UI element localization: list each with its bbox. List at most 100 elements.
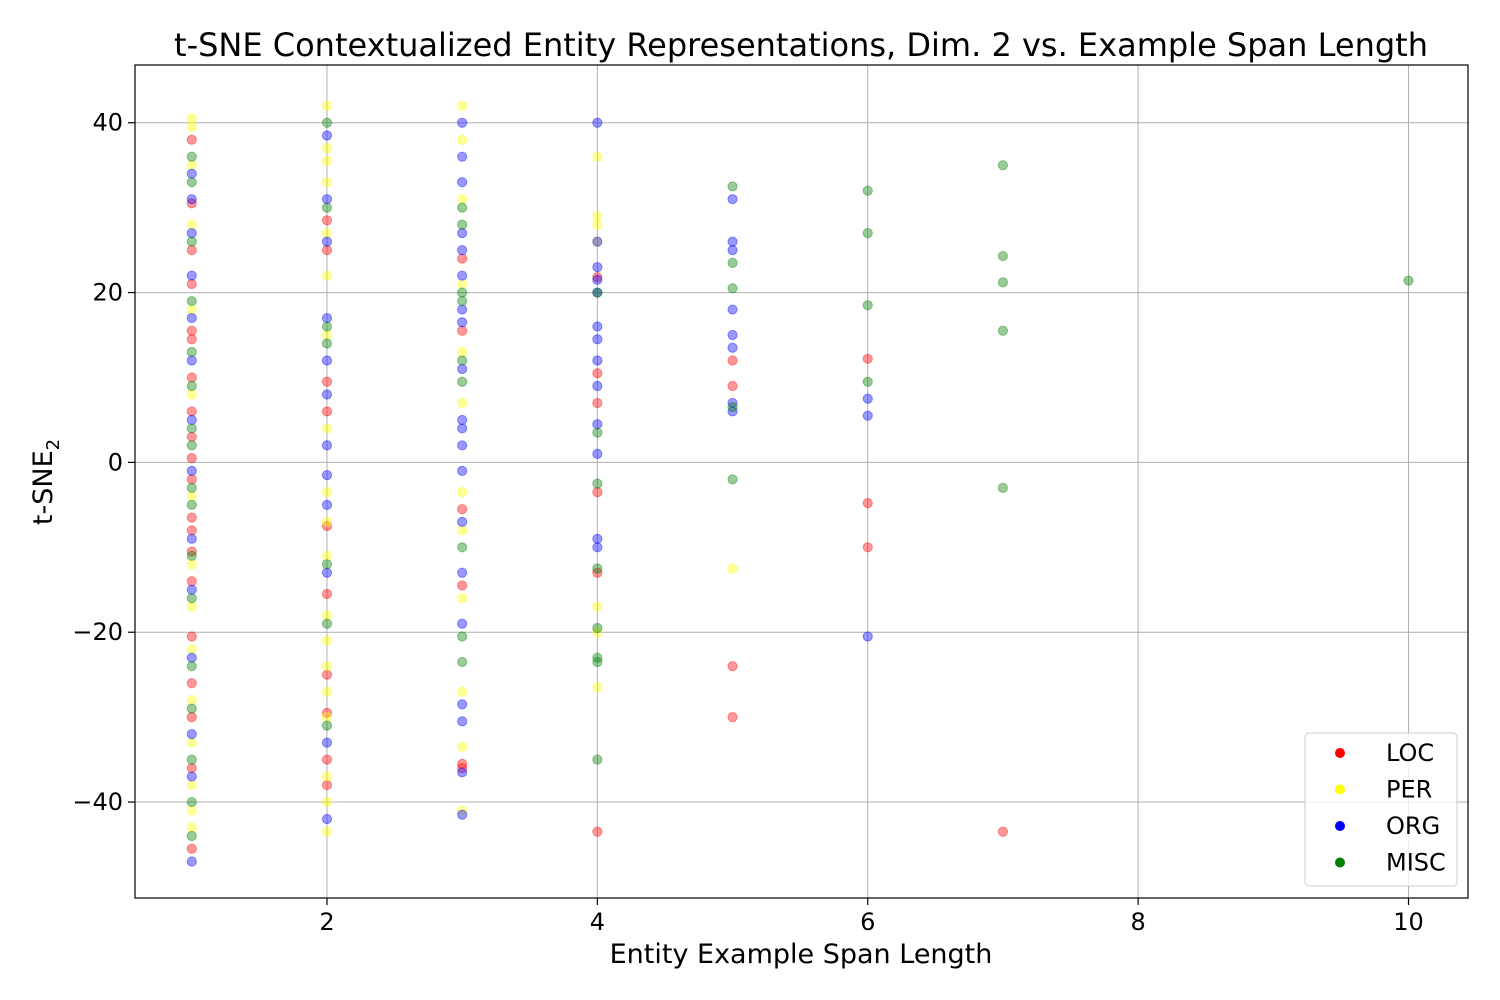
data-point-loc [457, 253, 468, 264]
data-point-loc [186, 245, 197, 256]
data-point-loc [186, 431, 197, 443]
data-point-org [457, 270, 468, 281]
data-point-misc [592, 652, 603, 663]
data-point-misc [997, 325, 1009, 336]
data-point-misc [186, 754, 197, 765]
data-point-per [321, 661, 333, 672]
data-point-per [321, 686, 333, 697]
data-point-misc [592, 656, 603, 668]
data-point-misc [592, 478, 603, 489]
data-point-loc [457, 325, 468, 336]
data-point-misc [457, 219, 468, 230]
data-point-per [457, 593, 468, 604]
data-point-org [862, 393, 873, 404]
data-point-loc [186, 546, 197, 557]
data-point-org [186, 729, 197, 740]
data-point-per [186, 121, 197, 133]
data-point-misc [321, 559, 333, 570]
data-point-per [186, 822, 197, 833]
data-point-org [592, 287, 603, 298]
data-point-per [321, 635, 333, 646]
data-point-org [186, 584, 197, 595]
data-point-per [186, 779, 197, 791]
y-tick-label: 20 [92, 279, 123, 307]
data-point-misc [862, 376, 873, 387]
data-point-loc [186, 712, 197, 723]
data-point-per [321, 143, 333, 154]
data-point-org [186, 228, 197, 239]
x-axis-label: Entity Example Span Length [610, 939, 993, 970]
data-point-org [727, 397, 738, 409]
data-point-misc [186, 177, 197, 188]
data-point-org [321, 499, 333, 510]
data-point-loc [186, 843, 197, 854]
data-point-per [321, 487, 333, 498]
legend-label-misc: MISC [1386, 849, 1446, 877]
data-point-per [321, 177, 333, 188]
axis-ticks: 2 4 6 8 10 −40 −20 0 20 40 [72, 109, 1423, 936]
data-point-org [457, 767, 468, 778]
data-point-per [321, 228, 333, 239]
data-point-loc [186, 762, 197, 774]
data-point-loc [186, 576, 197, 587]
data-point-misc [457, 355, 468, 366]
data-point-loc [186, 474, 197, 485]
data-point-misc [186, 796, 197, 808]
data-point-org [321, 194, 333, 205]
data-point-misc [727, 474, 738, 485]
data-point-misc [457, 542, 468, 553]
data-point-per [186, 644, 197, 655]
data-point-per [457, 686, 468, 697]
data-point-org [727, 329, 738, 341]
y-axis-label-subscript: 2 [43, 439, 64, 450]
data-point-misc [186, 380, 197, 392]
data-point-org [186, 168, 197, 179]
data-point-misc [862, 300, 873, 311]
legend-label-per: PER [1386, 776, 1432, 804]
data-point-loc [457, 762, 468, 774]
data-point-org [186, 533, 197, 544]
data-point-per [186, 491, 197, 502]
data-point-org [321, 130, 333, 141]
data-point-per [592, 236, 603, 247]
data-point-org [592, 321, 603, 332]
data-point-loc [727, 380, 738, 392]
plot-frame [134, 64, 1469, 899]
data-point-org [592, 334, 603, 345]
data-point-org [592, 355, 603, 366]
data-point-misc [727, 257, 738, 268]
data-point-misc [727, 283, 738, 294]
data-point-misc [1403, 275, 1414, 286]
data-point-misc [727, 402, 738, 413]
data-point-org [186, 652, 197, 663]
data-point-org [862, 410, 873, 421]
data-point-per [186, 219, 197, 230]
data-point-org [186, 465, 197, 476]
data-point-misc [186, 830, 197, 842]
data-point-per [592, 151, 603, 162]
data-point-loc [186, 631, 197, 642]
data-point-loc [186, 134, 197, 145]
data-point-per [321, 796, 333, 808]
data-point-loc [727, 661, 738, 672]
data-point-loc [186, 334, 197, 345]
data-point-misc [592, 563, 603, 574]
data-point-loc [592, 567, 603, 578]
data-point-loc [727, 355, 738, 366]
data-point-misc [457, 287, 468, 298]
data-point-misc [997, 277, 1009, 288]
y-axis-label: t-SNE2 [28, 439, 64, 525]
data-point-per [186, 559, 197, 570]
data-point-per [321, 329, 333, 341]
data-point-per [457, 346, 468, 358]
data-point-per [186, 805, 197, 816]
data-point-loc [186, 406, 197, 417]
data-point-loc [321, 779, 333, 791]
data-point-per [592, 211, 603, 222]
data-point-per [457, 278, 468, 290]
data-point-org [727, 342, 738, 353]
data-point-org [592, 533, 603, 544]
data-point-org [457, 245, 468, 256]
